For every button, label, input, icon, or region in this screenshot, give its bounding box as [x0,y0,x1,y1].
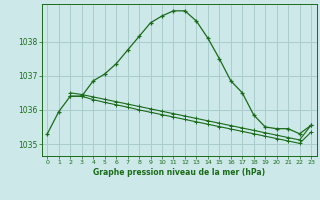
X-axis label: Graphe pression niveau de la mer (hPa): Graphe pression niveau de la mer (hPa) [93,168,265,177]
